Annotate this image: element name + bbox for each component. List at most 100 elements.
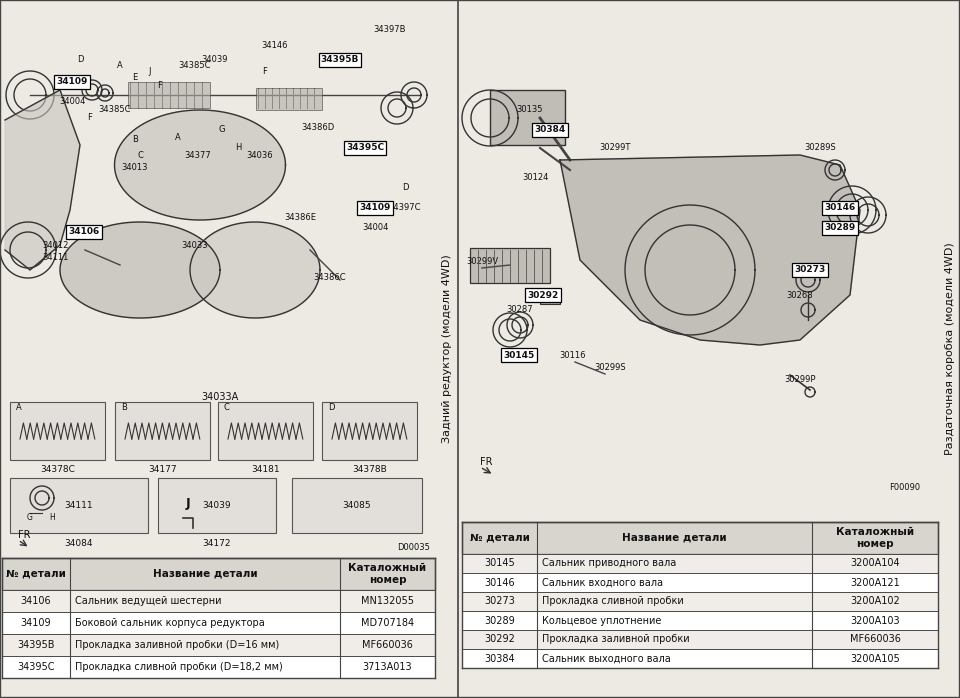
Text: 30384: 30384 xyxy=(535,126,565,135)
Text: 3200A104: 3200A104 xyxy=(851,558,900,568)
Text: 34013: 34013 xyxy=(122,163,148,172)
Bar xyxy=(322,402,417,460)
Text: C: C xyxy=(137,151,143,160)
Text: 34036: 34036 xyxy=(247,151,274,160)
Text: 34111: 34111 xyxy=(64,501,93,510)
Text: 34109: 34109 xyxy=(359,204,391,212)
Bar xyxy=(462,573,938,592)
Text: 3713A013: 3713A013 xyxy=(363,662,412,672)
Text: 34004: 34004 xyxy=(362,223,388,232)
Text: 30146: 30146 xyxy=(825,204,855,212)
Text: Задний редуктор (модели 4WD): Задний редуктор (модели 4WD) xyxy=(442,255,451,443)
Bar xyxy=(490,90,565,145)
Text: Прокладка заливной пробки: Прокладка заливной пробки xyxy=(542,634,689,644)
Text: 34181: 34181 xyxy=(252,464,279,473)
Text: 34395B: 34395B xyxy=(17,640,55,650)
Text: 30287: 30287 xyxy=(507,306,534,315)
Text: 34386E: 34386E xyxy=(284,214,316,223)
Text: 3200A105: 3200A105 xyxy=(851,653,900,664)
Text: 3200A102: 3200A102 xyxy=(851,597,900,607)
Text: 30124: 30124 xyxy=(522,174,548,182)
Text: E: E xyxy=(132,73,137,82)
Text: Сальник ведущей шестерни: Сальник ведущей шестерни xyxy=(75,596,222,606)
Text: A: A xyxy=(16,403,22,413)
Text: 30135: 30135 xyxy=(516,105,543,114)
Text: 30116: 30116 xyxy=(560,350,587,359)
Text: F: F xyxy=(87,114,92,123)
Bar xyxy=(2,590,435,612)
Text: 34386C: 34386C xyxy=(314,274,347,283)
Text: 34395C: 34395C xyxy=(346,144,384,152)
Bar xyxy=(940,0,960,698)
Bar xyxy=(460,0,940,698)
Text: F00090: F00090 xyxy=(889,484,920,493)
Text: 3200A103: 3200A103 xyxy=(851,616,900,625)
Text: № детали: № детали xyxy=(6,569,66,579)
Text: 34039: 34039 xyxy=(203,501,231,510)
Polygon shape xyxy=(60,222,220,318)
Text: Сальник приводного вала: Сальник приводного вала xyxy=(542,558,676,568)
Text: Прокладка заливной пробки (D=16 мм): Прокладка заливной пробки (D=16 мм) xyxy=(75,640,279,650)
Bar xyxy=(462,592,938,611)
Bar xyxy=(10,478,148,533)
Text: 34386D: 34386D xyxy=(301,124,335,133)
Text: 34172: 34172 xyxy=(203,538,231,547)
Text: 34012: 34012 xyxy=(42,241,68,249)
Bar xyxy=(0,0,455,698)
Text: H: H xyxy=(49,514,55,523)
Bar xyxy=(462,554,938,573)
Text: 34033: 34033 xyxy=(181,241,208,249)
Text: 34395B: 34395B xyxy=(321,56,359,64)
Text: F: F xyxy=(263,68,268,77)
Text: 34177: 34177 xyxy=(148,464,177,473)
Text: Прокладка сливной пробки: Прокладка сливной пробки xyxy=(542,597,684,607)
Bar xyxy=(462,2,938,516)
Text: G: G xyxy=(27,514,33,523)
Text: Кольцевое уплотнение: Кольцевое уплотнение xyxy=(542,616,661,625)
Text: 30273: 30273 xyxy=(484,597,515,607)
Bar xyxy=(462,522,938,554)
Bar xyxy=(218,402,313,460)
Text: 30289: 30289 xyxy=(484,616,515,625)
Polygon shape xyxy=(5,90,80,270)
Text: 34106: 34106 xyxy=(21,596,51,606)
Text: C: C xyxy=(224,403,229,413)
Text: 34084: 34084 xyxy=(64,538,93,547)
Bar xyxy=(2,634,435,656)
Text: A: A xyxy=(175,133,180,142)
Text: MN132055: MN132055 xyxy=(361,596,414,606)
Text: 34033A: 34033A xyxy=(202,392,239,402)
Bar xyxy=(462,630,938,649)
Text: 30145: 30145 xyxy=(503,350,535,359)
Text: 30299T: 30299T xyxy=(599,144,631,152)
Text: D: D xyxy=(401,184,408,193)
Text: № детали: № детали xyxy=(469,533,529,543)
Text: 34085: 34085 xyxy=(343,501,372,510)
Text: FR: FR xyxy=(480,457,492,467)
Text: Сальник входного вала: Сальник входного вала xyxy=(542,577,663,588)
Text: FR: FR xyxy=(18,530,31,540)
Text: 30299P: 30299P xyxy=(784,376,816,385)
Text: 34378B: 34378B xyxy=(352,464,387,473)
Text: 30289: 30289 xyxy=(825,223,855,232)
Text: F: F xyxy=(157,80,162,89)
Bar xyxy=(540,290,560,304)
Text: 30273: 30273 xyxy=(794,265,826,274)
Text: 34378C: 34378C xyxy=(40,464,75,473)
Text: 34385C: 34385C xyxy=(179,61,211,70)
Text: Сальник выходного вала: Сальник выходного вала xyxy=(542,653,671,664)
Text: J: J xyxy=(149,68,152,77)
Text: 3200A121: 3200A121 xyxy=(851,577,900,588)
Bar xyxy=(2,558,435,590)
Text: J: J xyxy=(185,496,190,510)
Text: Название детали: Название детали xyxy=(622,533,727,543)
Text: Название детали: Название детали xyxy=(153,569,257,579)
Polygon shape xyxy=(114,110,285,220)
Text: 34111: 34111 xyxy=(42,253,68,262)
Bar xyxy=(2,612,435,634)
Text: D: D xyxy=(77,56,84,64)
Text: 34109: 34109 xyxy=(57,77,87,87)
Text: 34377: 34377 xyxy=(184,151,211,160)
Text: 34109: 34109 xyxy=(21,618,51,628)
Text: 30299S: 30299S xyxy=(594,364,626,373)
